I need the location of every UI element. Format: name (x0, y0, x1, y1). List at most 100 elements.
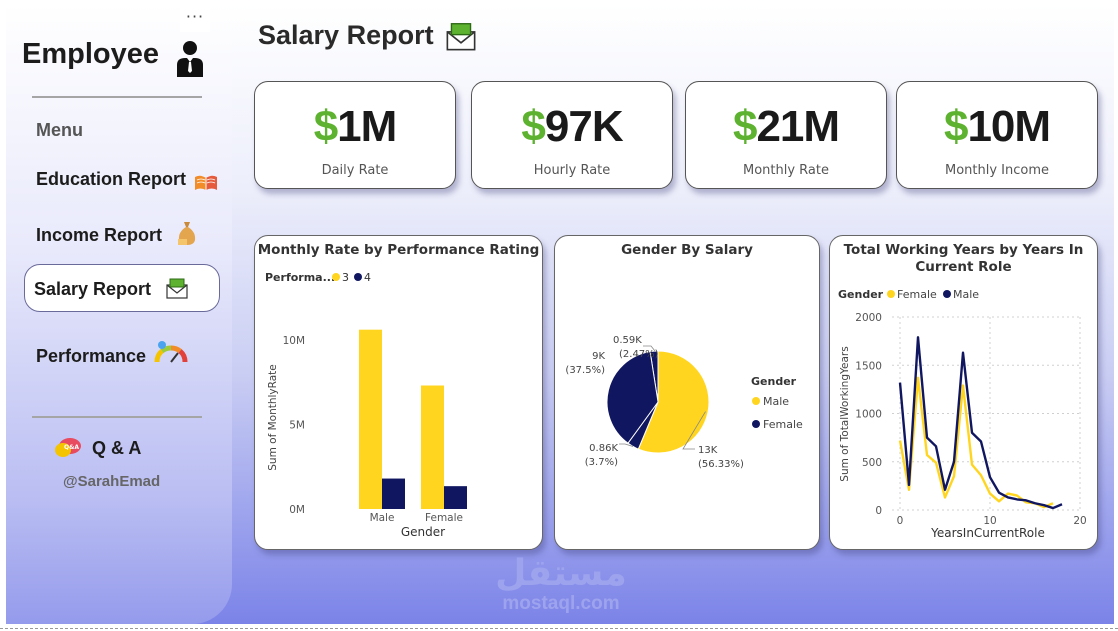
sidebar-item-education-report[interactable]: Education Report (36, 169, 186, 190)
sidebar-item-performance[interactable]: Performance (36, 346, 146, 367)
watermark-latin: mostaql.com (502, 593, 620, 614)
kpi-label: Daily Rate (321, 163, 389, 178)
pie-chart-card: Gender By Salary 13K (56.33%) 9K (37.5%) 0.8… (554, 235, 820, 550)
watermark-arabic: مستقل (495, 553, 627, 594)
x-axis-label: YearsInCurrentRole (930, 526, 1045, 540)
sidebar-item-label: Income Report (36, 225, 163, 245)
legend-entry: Female (897, 288, 937, 301)
sidebar-item-label: Education Report (36, 169, 187, 189)
slice-pct: (2.47%) (619, 349, 659, 360)
x-tick-label: 0 (897, 515, 904, 527)
kpi-card-monthly-rate: $21M Monthly Rate (685, 81, 887, 189)
legend-marker (887, 290, 895, 298)
svg-text:Q&A: Q&A (64, 444, 79, 451)
sidebar-item-label: Performance (36, 346, 147, 366)
x-tick-label: Male (370, 512, 395, 524)
employee-icon (177, 41, 203, 77)
kpi-label: Monthly Rate (743, 163, 829, 178)
page-title: Salary Report (258, 20, 434, 50)
x-tick-label: 20 (1073, 515, 1086, 527)
line-chart: Gender Female Male 0 500 1000 1500 2000 0 10 20 Sum… (838, 288, 1087, 540)
kpi-value: $1M (313, 102, 398, 151)
y-tick-label: 5M (289, 419, 305, 431)
legend-title: Performa... (265, 271, 335, 284)
legend-entry: Female (763, 418, 803, 431)
legend-marker (332, 273, 340, 281)
kpi-card-daily-rate: $1M Daily Rate (254, 81, 456, 189)
legend-entry: Male (763, 395, 789, 408)
bar (382, 478, 405, 509)
x-tick-label: 10 (983, 515, 996, 527)
kpi-label: Hourly Rate (533, 163, 611, 178)
sidebar-item-income-report[interactable]: Income Report (36, 225, 162, 246)
legend-marker (354, 273, 362, 281)
slice-pct: (37.5%) (565, 365, 605, 376)
legend-marker (943, 290, 951, 298)
qa-bubble-icon: Q&A (55, 438, 81, 457)
author-handle: @SarahEmad (63, 473, 161, 490)
x-axis-label: Gender (401, 525, 445, 539)
brand-title: Employee (22, 38, 159, 70)
slice-label: 0.86K (589, 443, 618, 454)
bar (444, 486, 467, 509)
pie-slice (637, 350, 710, 454)
legend-entry: 4 (364, 271, 371, 284)
series-line (898, 376, 1054, 509)
sidebar-item-salary-report-text[interactable]: Salary Report (34, 279, 151, 300)
line-chart-card: Total Working Years by Years In Current … (829, 235, 1098, 550)
sidebar-divider-bottom (32, 416, 202, 418)
y-tick-label: 2000 (855, 312, 882, 324)
sidebar-item-label: Salary Report (34, 279, 152, 299)
bar-chart-card: Monthly Rate by Performance Rating Perfo… (254, 235, 543, 550)
slice-label: 9K (592, 351, 605, 362)
slice-label: 0.59K (613, 335, 642, 346)
slice-label: 13K (698, 445, 718, 456)
dashboard-canvas: ··· Employee Menu Education Report Incom… (6, 4, 1114, 624)
leader-line (643, 345, 656, 352)
kpi-label: Monthly Income (944, 163, 1050, 178)
kpi-value: $97K (521, 102, 623, 151)
watermark: مستقل mostaql.com (491, 554, 631, 614)
x-tick-label: Female (425, 512, 463, 524)
slice-pct: (3.7%) (585, 457, 618, 468)
legend-entry: Male (953, 288, 979, 301)
series-line (898, 336, 1063, 510)
more-options-button[interactable]: ··· (180, 6, 210, 32)
gauge-icon (154, 341, 188, 363)
y-tick-label: 1500 (855, 360, 882, 372)
pie-slice (606, 351, 659, 444)
qa-link[interactable]: Q & A (92, 438, 142, 458)
pie-chart: 13K (56.33%) 9K (37.5%) 0.86K (3.7%) 0.59K (2.4… (565, 335, 803, 470)
kpi-value: $21M (732, 102, 840, 151)
sidebar-divider-top (32, 96, 202, 98)
sidebar: ··· Employee Menu Education Report Incom… (6, 4, 232, 624)
money-envelope-icon (446, 23, 476, 51)
legend-marker (752, 397, 760, 405)
legend-title: Gender (751, 375, 797, 388)
y-axis-label: Sum of MonthlyRate (267, 364, 279, 470)
y-tick-label: 0M (289, 504, 305, 516)
bar-chart: Performa... 3 4 0M 5M 10M Sum of MonthlyRate Ma… (265, 271, 467, 539)
leader-line (619, 443, 634, 447)
leader-line (682, 411, 706, 450)
chart-title: Total Working Years by Years In Current … (843, 242, 1084, 275)
kpi-card-hourly-rate: $97K Hourly Rate (471, 81, 673, 189)
slice-pct: (56.33%) (698, 459, 744, 470)
money-envelope-icon (166, 278, 188, 299)
y-tick-label: 500 (862, 457, 882, 469)
legend-title: Gender (838, 288, 884, 301)
y-axis-label: Sum of TotalWorkingYears (839, 346, 851, 481)
open-book-icon (195, 175, 217, 190)
legend-marker (752, 420, 760, 428)
menu-label: Menu (36, 120, 83, 140)
chart-title: Gender By Salary (621, 242, 753, 258)
bar (359, 329, 382, 509)
money-bag-icon (178, 222, 196, 245)
kpi-card-monthly-income: $10M Monthly Income (896, 81, 1098, 189)
chart-title: Monthly Rate by Performance Rating (257, 242, 540, 258)
bar (421, 385, 444, 509)
y-tick-label: 1000 (855, 409, 882, 421)
kpi-value: $10M (943, 102, 1051, 151)
legend-entry: 3 (342, 271, 349, 284)
y-tick-label: 0 (875, 505, 882, 517)
